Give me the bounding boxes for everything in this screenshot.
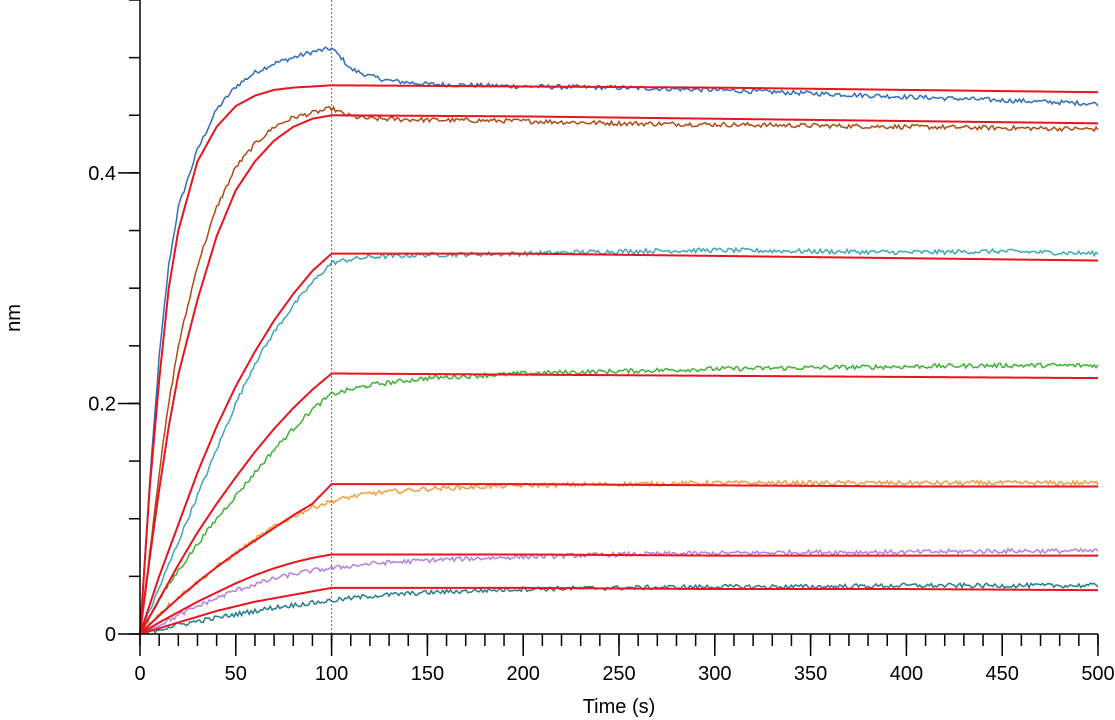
series-line-4 bbox=[139, 362, 1099, 635]
x-axis-title: Time (s) bbox=[583, 696, 656, 718]
fit-line-3 bbox=[139, 252, 1099, 635]
series-line-2 bbox=[139, 105, 1099, 635]
series-line-5 bbox=[139, 479, 1099, 635]
series-line-1 bbox=[139, 46, 1099, 635]
fit-line-7 bbox=[139, 586, 1099, 635]
fit-line-4 bbox=[139, 372, 1099, 635]
fit-line-2 bbox=[139, 114, 1099, 635]
series-line-7 bbox=[139, 581, 1099, 635]
y-tick-label: 0 bbox=[105, 624, 116, 646]
x-axis: 0 50 100 150 200 250 300 350 400 450 500 bbox=[134, 633, 1115, 685]
x-tick-label: 400 bbox=[890, 663, 923, 685]
x-tick-label: 50 bbox=[225, 663, 247, 685]
x-tick-label: 300 bbox=[698, 663, 731, 685]
y-axis-title: nm bbox=[3, 304, 25, 332]
x-tick-label: 0 bbox=[134, 663, 145, 685]
y-tick-label: 0.2 bbox=[88, 393, 116, 415]
x-tick-label: 250 bbox=[602, 663, 635, 685]
y-axis: 0 0.2 0.4 bbox=[88, 0, 141, 646]
x-tick-label: 200 bbox=[507, 663, 540, 685]
fit-layer bbox=[139, 84, 1099, 635]
x-tick-label: 100 bbox=[315, 663, 348, 685]
series-layer bbox=[139, 46, 1099, 635]
y-tick-label: 0.4 bbox=[88, 163, 116, 185]
x-tick-label: 450 bbox=[986, 663, 1019, 685]
fit-line-1 bbox=[139, 84, 1099, 635]
series-line-6 bbox=[139, 547, 1099, 635]
x-tick-label: 350 bbox=[794, 663, 827, 685]
fit-line-5 bbox=[139, 483, 1098, 635]
x-tick-label: 150 bbox=[411, 663, 444, 685]
series-line-3 bbox=[139, 246, 1099, 635]
x-tick-label: 500 bbox=[1081, 663, 1114, 685]
fit-line-6 bbox=[139, 553, 1098, 635]
